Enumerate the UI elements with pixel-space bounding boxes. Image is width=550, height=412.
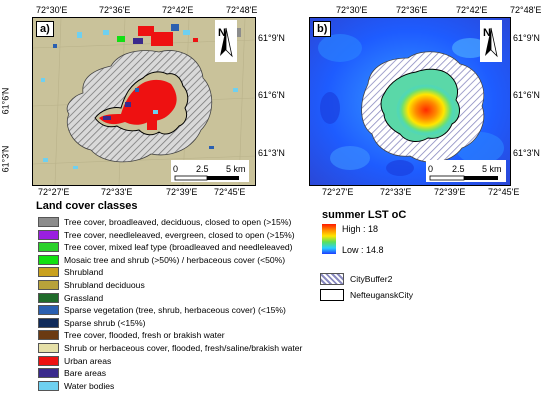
legend-swatch xyxy=(38,280,59,290)
legend-item-label: Shrub or herbaceous cover, flooded, fres… xyxy=(64,343,303,353)
land-cover-legend-item: Shrub or herbaceous cover, flooded, fres… xyxy=(38,342,302,354)
scale-bar-a xyxy=(174,175,239,181)
city-swatch xyxy=(320,289,344,301)
land-cover-legend-item: Tree cover, broadleaved, deciduous, clos… xyxy=(38,216,291,228)
legend-item-label: Water bodies xyxy=(64,380,115,391)
land-cover-legend-item: Sparse shrub (<15%) xyxy=(38,317,145,329)
legend-swatch xyxy=(38,292,59,303)
panel-b-right-tick: 61°6'N xyxy=(513,90,540,100)
legend-item-label: Urban areas xyxy=(64,355,112,366)
lst-colorbar xyxy=(322,224,336,254)
panel-b-label: b) xyxy=(313,21,332,37)
panel-a-right-tick: 61°3'N xyxy=(258,148,285,158)
land-cover-patches xyxy=(41,24,241,169)
scale-zero-a: 0 xyxy=(173,164,179,174)
land-cover-legend-item: Water bodies xyxy=(38,380,114,392)
panel-a-bottom-tick: 72°33'E xyxy=(101,187,133,197)
land-cover-legend-item: Tree cover, mixed leaf type (broadleaved… xyxy=(38,241,293,253)
land-cover-legend-item: Tree cover, flooded, fresh or brakish wa… xyxy=(38,329,225,341)
land-cover-legend-item: Shrubland xyxy=(38,266,103,278)
land-cover-legend-title: Land cover classes xyxy=(36,200,138,212)
panel-a-left-tick: 61°6'N xyxy=(0,87,11,115)
lst-texture xyxy=(318,34,504,176)
buffer-swatch xyxy=(320,273,344,285)
legend-item-label: Shrubland xyxy=(64,267,104,278)
panel-a-bottom-tick: 72°39'E xyxy=(166,187,198,197)
lst-high-label: High : 18 xyxy=(342,224,379,234)
heat-spot xyxy=(396,84,456,136)
legend-swatch xyxy=(38,217,59,227)
lst-map-graphic xyxy=(310,18,510,185)
land-cover-legend-item: Tree cover, needleleaved, evergreen, clo… xyxy=(38,229,295,241)
north-label-a: N xyxy=(218,27,226,39)
legend-swatch xyxy=(38,229,59,240)
scale-bar-b xyxy=(429,175,498,181)
scale-end-a: 5 km xyxy=(226,164,246,174)
legend-swatch xyxy=(38,355,59,366)
legend-item-label: Sparse shrub (<15%) xyxy=(64,317,146,328)
panel-a-top-tick: 72°48'E xyxy=(226,5,258,15)
legend-item-label: Shrubland deciduous xyxy=(64,280,145,290)
land-cover-legend-item: Sparse vegetation (tree, shrub, herbaceo… xyxy=(38,304,286,316)
city-label: NefteuganskCity xyxy=(350,290,414,300)
legend-swatch xyxy=(38,242,59,253)
legend-swatch xyxy=(38,254,59,265)
legend-swatch xyxy=(38,330,59,341)
scale-mid-a: 2.5 xyxy=(196,164,209,174)
land-cover-legend-item: Urban areas xyxy=(38,355,111,367)
lst-low-label: Low : 14.8 xyxy=(342,245,384,255)
panel-a-label: a) xyxy=(36,21,54,37)
panel-b-bottom-tick: 72°45'E xyxy=(488,187,520,197)
panel-a-top-tick: 72°36'E xyxy=(99,5,131,15)
legend-item-label: Tree cover, flooded, fresh or brakish wa… xyxy=(64,330,225,341)
panel-b-top-tick: 72°48'E xyxy=(510,5,542,15)
land-cover-legend-item: Mosaic tree and shrub (>50%) / herbaceou… xyxy=(38,254,285,266)
land-cover-legend-item: Shrubland deciduous xyxy=(38,279,145,291)
legend-swatch xyxy=(38,368,59,379)
lst-legend-title: summer LST oC xyxy=(322,209,407,221)
buffer-label: CityBuffer2 xyxy=(350,274,393,284)
panel-a-right-tick: 61°9'N xyxy=(258,33,285,43)
scale-end-b: 5 km xyxy=(482,164,502,174)
legend-item-label: Mosaic tree and shrub (>50%) / herbaceou… xyxy=(64,254,286,265)
panel-b-right-tick: 61°9'N xyxy=(513,33,540,43)
panel-b-right-tick: 61°3'N xyxy=(513,148,540,158)
panel-b-bottom-tick: 72°27'E xyxy=(322,187,354,197)
north-label-b: N xyxy=(483,27,491,39)
north-arrow-icon xyxy=(215,20,237,62)
legend-swatch xyxy=(38,317,59,328)
legend-swatch xyxy=(38,380,59,391)
panel-b-top-tick: 72°42'E xyxy=(456,5,488,15)
legend-item-label: Bare areas xyxy=(64,368,107,379)
panel-a-top-tick: 72°30'E xyxy=(36,5,68,15)
urban-fill-a xyxy=(99,79,177,130)
legend-swatch xyxy=(38,267,59,278)
legend-item-label: Sparse vegetation (tree, shrub, herbaceo… xyxy=(64,305,286,316)
panel-a-left-tick: 61°3'N xyxy=(0,145,11,173)
panel-a-bottom-tick: 72°45'E xyxy=(214,187,246,197)
panel-a-bottom-tick: 72°27'E xyxy=(38,187,70,197)
legend-item-label: Tree cover, needleleaved, evergreen, clo… xyxy=(64,229,295,240)
scale-mid-b: 2.5 xyxy=(452,164,465,174)
panel-b-bottom-tick: 72°39'E xyxy=(434,187,466,197)
legend-item-label: Grassland xyxy=(64,292,104,303)
legend-item-label: Tree cover, broadleaved, deciduous, clos… xyxy=(64,217,292,227)
legend-swatch xyxy=(38,343,59,353)
north-arrow-icon xyxy=(480,20,502,62)
land-cover-map-graphic xyxy=(33,18,255,185)
legend-item-label: Tree cover, mixed leaf type (broadleaved… xyxy=(64,242,293,253)
panel-a-right-tick: 61°6'N xyxy=(258,90,285,100)
legend-swatch xyxy=(38,305,59,316)
land-cover-legend-item: Bare areas xyxy=(38,367,106,379)
land-cover-legend-item: Grassland xyxy=(38,292,103,304)
lst-map: b) N 0 2.5 5 km xyxy=(309,17,511,186)
panel-b-top-tick: 72°36'E xyxy=(396,5,428,15)
land-cover-map: a) N 0 2.5 5 km xyxy=(32,17,256,186)
panel-b-top-tick: 72°30'E xyxy=(336,5,368,15)
panel-b-bottom-tick: 72°33'E xyxy=(380,187,412,197)
scale-zero-b: 0 xyxy=(428,164,434,174)
panel-a-top-tick: 72°42'E xyxy=(162,5,194,15)
